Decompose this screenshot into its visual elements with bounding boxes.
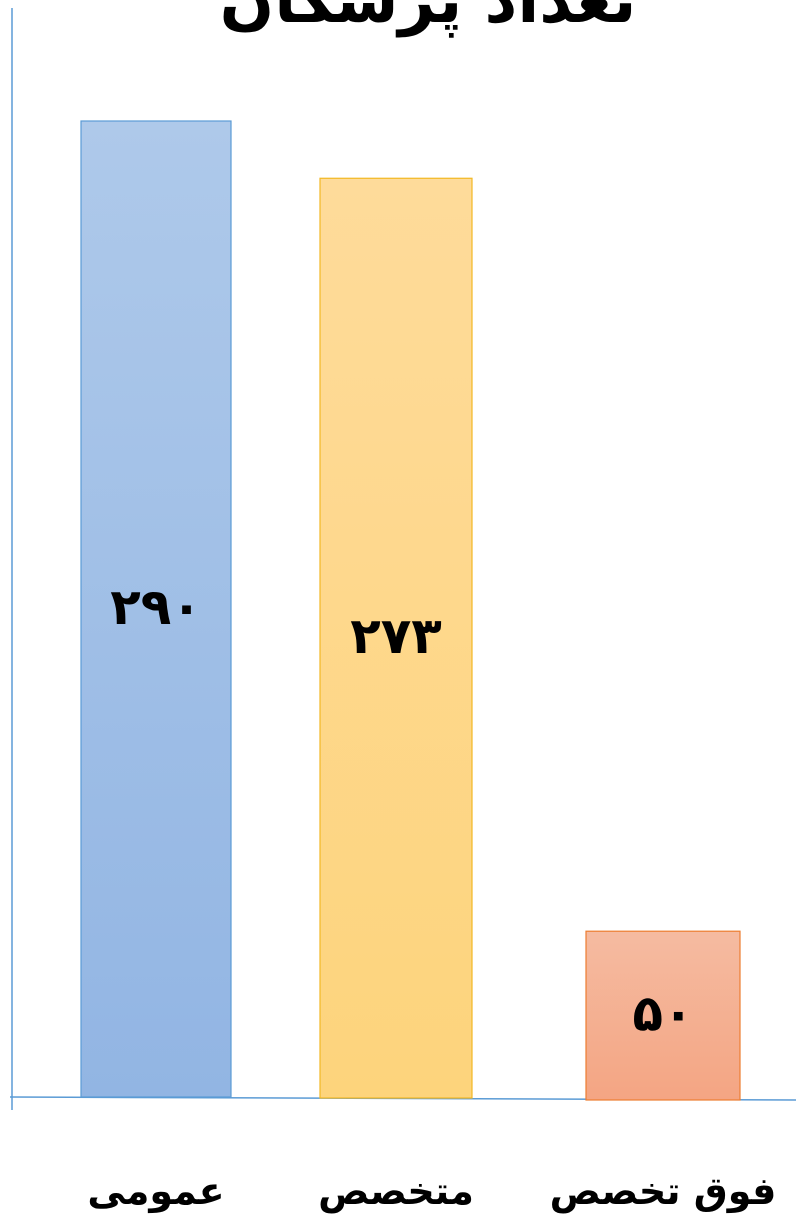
bars-group	[80, 120, 741, 1101]
category-label-3: فوق تخصص	[550, 1169, 777, 1213]
category-labels-group: عمومی متخصص فوق تخصص	[87, 1169, 776, 1213]
bar-3	[585, 930, 741, 1101]
chart-title: تعداد پزشکان	[220, 0, 637, 38]
bar-2	[319, 177, 473, 1099]
bar-1	[80, 120, 232, 1098]
data-label-2: ۲۷۳	[350, 607, 442, 665]
category-label-1: عمومی	[87, 1169, 224, 1213]
value-labels-group: ۲۹۰ ۲۷۳ ۵۰	[110, 578, 693, 1043]
data-label-1: ۲۹۰	[110, 578, 202, 636]
category-label-2: متخصص	[318, 1169, 474, 1213]
data-label-3: ۵۰	[632, 985, 693, 1043]
